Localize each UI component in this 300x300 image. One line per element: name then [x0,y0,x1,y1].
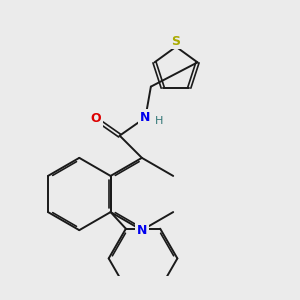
Text: S: S [172,34,181,48]
Text: N: N [140,111,151,124]
Text: N: N [137,224,147,237]
Text: O: O [90,112,101,125]
Text: H: H [155,116,164,126]
